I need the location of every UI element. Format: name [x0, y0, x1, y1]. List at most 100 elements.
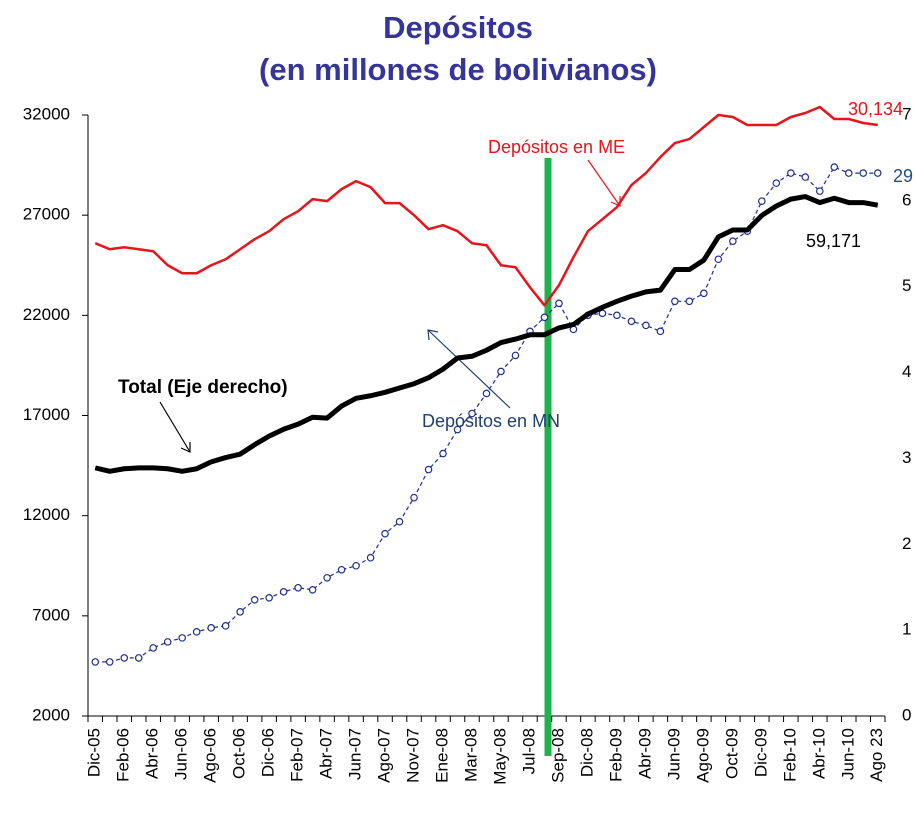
- x-tick-label: Oct-06: [230, 728, 249, 779]
- x-tick-label: Feb-10: [780, 728, 799, 782]
- x-tick-label: Jun-10: [838, 728, 857, 780]
- x-tick-label: Nov-07: [404, 728, 423, 783]
- point: [468, 409, 476, 418]
- point: [366, 553, 375, 562]
- x-tick-label: Ene-08: [433, 728, 452, 783]
- y-tick-label: 27000: [23, 205, 70, 224]
- y-tick-label: 22000: [23, 305, 70, 324]
- point: [671, 297, 679, 306]
- point: [236, 608, 244, 616]
- point: [178, 634, 186, 642]
- point: [772, 179, 781, 187]
- point: [381, 529, 389, 538]
- x-tick-label: Jun-07: [346, 728, 365, 780]
- point: [149, 644, 158, 652]
- y2-tick-label: 1: [902, 620, 911, 639]
- y2-tick-label: 0: [902, 705, 911, 724]
- point: [410, 493, 418, 502]
- point: [308, 585, 317, 594]
- x-tick-label: May-08: [490, 728, 509, 785]
- point: [207, 624, 215, 632]
- point: [453, 425, 462, 434]
- point: [830, 163, 839, 171]
- point: [700, 289, 708, 298]
- point: [627, 317, 636, 326]
- x-tick-label: Jun-09: [664, 728, 683, 780]
- series-line: [94, 105, 878, 307]
- arrow-head: [610, 196, 621, 207]
- y-tick-label: 12000: [23, 505, 70, 524]
- y-tick-label: 32000: [23, 104, 70, 123]
- point: [729, 237, 737, 246]
- x-tick-label: Mar-08: [461, 728, 480, 782]
- x-tick-label: Ago-09: [693, 728, 712, 783]
- point: [511, 351, 520, 360]
- x-tick-label: Oct-09: [722, 728, 741, 779]
- y-tick-label: 17000: [23, 405, 70, 424]
- chart-title: Depósitos: [383, 10, 533, 45]
- arrow: [427, 329, 511, 409]
- point: [337, 565, 346, 574]
- point: [221, 622, 230, 630]
- end-label: 59,171: [806, 231, 861, 251]
- point: [815, 187, 824, 195]
- x-tick-label: Abr-06: [143, 728, 162, 779]
- point: [801, 173, 810, 181]
- point: [265, 594, 273, 602]
- point: [714, 255, 723, 264]
- x-tick-label: Dic-05: [85, 728, 104, 777]
- point: [685, 297, 694, 306]
- point: [91, 658, 100, 666]
- y2-tick-label: 7: [902, 104, 911, 123]
- point: [439, 449, 447, 458]
- series-line: [94, 194, 879, 474]
- x-tick-label: Jun-06: [172, 728, 191, 780]
- x-tick-label: Abr-07: [317, 728, 336, 779]
- point: [642, 321, 650, 330]
- point: [859, 169, 868, 177]
- chart-subtitle: (en millones de bolivianos): [259, 52, 657, 87]
- arrow: [587, 159, 621, 207]
- end-label: 29: [893, 166, 913, 186]
- point: [323, 573, 331, 582]
- y2-tick-label: 2: [902, 534, 911, 553]
- point: [163, 638, 172, 646]
- x-tick-label: Abr-10: [809, 728, 828, 779]
- x-tick-label: Dic-08: [577, 728, 596, 777]
- y2-tick-label: 5: [902, 276, 911, 295]
- point: [787, 169, 795, 177]
- x-tick-label: Ago-06: [201, 728, 220, 783]
- x-tick-label: Ago 23: [867, 728, 886, 782]
- y2-tick-label: 4: [902, 362, 911, 381]
- point: [424, 465, 433, 474]
- point: [613, 311, 621, 320]
- point: [279, 587, 288, 596]
- point: [844, 169, 853, 177]
- point: [758, 197, 766, 205]
- point: [598, 309, 607, 318]
- point: [656, 327, 665, 336]
- point: [192, 628, 201, 636]
- y-tick-label: 2000: [32, 705, 70, 724]
- x-tick-label: Feb-06: [114, 728, 133, 782]
- x-tick-label: Ago-07: [375, 728, 394, 783]
- point: [120, 654, 129, 662]
- point: [497, 367, 505, 376]
- y2-tick-label: 6: [902, 190, 911, 209]
- point: [105, 658, 114, 666]
- x-tick-label: Feb-09: [606, 728, 625, 782]
- point: [134, 654, 143, 662]
- x-tick-label: Sep-08: [548, 728, 567, 783]
- x-tick-label: Dic-06: [259, 728, 278, 777]
- point: [482, 389, 491, 398]
- x-tick-label: Jul-08: [519, 728, 538, 774]
- arrow: [159, 401, 191, 453]
- x-tick-label: Dic-09: [751, 728, 770, 777]
- point: [294, 583, 302, 592]
- x-tick-label: Feb-07: [288, 728, 307, 782]
- y2-tick-label: 3: [902, 448, 911, 467]
- point: [873, 169, 882, 177]
- point: [352, 561, 360, 570]
